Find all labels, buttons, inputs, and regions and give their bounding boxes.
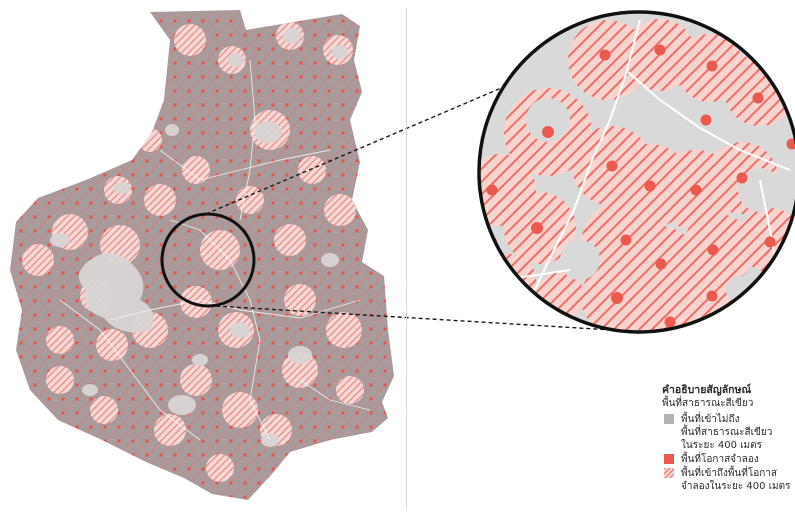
zoom-focus-circle — [160, 212, 256, 308]
access-buffers — [22, 22, 371, 482]
legend-item-access: พื้นที่เข้าถึงพื้นที่โอกาส จำลองในระยะ 4… — [662, 467, 794, 493]
province-map — [10, 10, 394, 500]
legend-subtitle: พื้นที่สาธารณะสีเขียว — [662, 398, 754, 409]
legend-item-unreachable: พื้นที่เข้าไม่ถึง พื้นที่สาธารณะสีเขียว … — [662, 413, 794, 452]
legend-item-label: พื้นที่โอกาสจำลอง — [681, 454, 759, 465]
legend-item-opportunity: พื้นที่โอกาสจำลอง — [662, 453, 794, 466]
leader-line-top — [205, 79, 521, 215]
legend: คำอธิบายสัญลักษณ์ พื้นที่สาธารณะสีเขียว … — [662, 384, 794, 493]
legend-title: คำอธิบายสัญลักษณ์ — [662, 384, 752, 396]
legend-item-label: พื้นที่เข้าไม่ถึง พื้นที่สาธารณะสีเขียว … — [681, 414, 773, 451]
grey-swatch-icon — [664, 414, 674, 424]
zoom-inset-border — [477, 10, 795, 334]
leader-line-bottom — [215, 305, 613, 331]
panel-divider — [406, 8, 407, 508]
red-swatch-icon — [664, 454, 674, 464]
hatch-swatch-icon — [664, 468, 674, 478]
legend-item-label: พื้นที่เข้าถึงพื้นที่โอกาส จำลองในระยะ 4… — [681, 468, 791, 492]
